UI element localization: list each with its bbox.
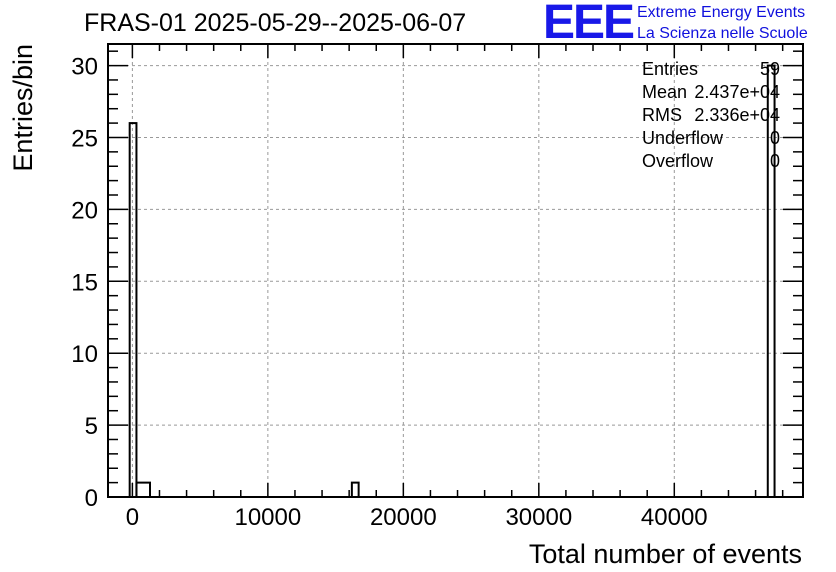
x-tick-label: 30000 <box>505 504 572 531</box>
y-axis-label: Entries/bin <box>8 44 38 172</box>
x-axis-label: Total number of events <box>529 539 802 569</box>
stat-label: Overflow <box>642 151 714 171</box>
histogram-bar <box>350 481 360 499</box>
stat-label: RMS <box>642 105 682 125</box>
stat-value: 59 <box>759 59 780 79</box>
y-tick-label: 30 <box>71 54 98 81</box>
y-tick-labels: 0 5 10 15 20 25 30 <box>71 54 98 512</box>
eee-logo: EEE <box>543 0 635 49</box>
stat-value: 0 <box>769 128 780 148</box>
histogram-bar <box>135 481 151 499</box>
histogram-bar <box>128 122 138 498</box>
stat-row-rms: RMS 2.336e+04 <box>642 104 780 127</box>
x-tick-label: 40000 <box>641 504 708 531</box>
stat-value: 2.437e+04 <box>694 82 780 102</box>
plot-frame <box>107 43 804 498</box>
chart-title: FRAS-01 2025-05-29--2025-06-07 <box>84 9 467 37</box>
x-tick-label: 10000 <box>234 504 301 531</box>
stat-row-mean: Mean 2.437e+04 <box>642 81 780 104</box>
y-tick-label: 20 <box>71 197 98 224</box>
x-tick-label: 20000 <box>370 504 437 531</box>
stat-value: 0 <box>769 151 780 171</box>
y-tick-label: 0 <box>85 485 98 512</box>
stat-label: Mean <box>642 82 688 102</box>
stat-row-underflow: Underflow 0 <box>642 127 780 150</box>
y-tick-label: 25 <box>71 125 98 152</box>
y-tick-label: 15 <box>71 269 98 296</box>
y-tick-label: 5 <box>85 413 98 440</box>
stat-value: 2.336e+04 <box>694 105 780 125</box>
stat-row-overflow: Overflow 0 <box>642 150 780 173</box>
axis-ticks <box>108 44 803 498</box>
stat-row-entries: Entries 59 <box>642 58 780 81</box>
logo-line-2: La Scienza nelle Scuole <box>637 25 808 42</box>
y-tick-label: 10 <box>71 341 98 368</box>
stat-label: Underflow <box>642 128 724 148</box>
grid-lines <box>108 44 803 497</box>
stat-label: Entries <box>642 59 699 79</box>
x-tick-labels: 0 10000 20000 30000 40000 <box>126 504 708 531</box>
x-tick-label: 0 <box>126 504 139 531</box>
logo-line-1: Extreme Energy Events <box>637 4 806 21</box>
stats-box: Entries 59 Mean 2.437e+04 RMS 2.336e+04 … <box>642 58 780 173</box>
